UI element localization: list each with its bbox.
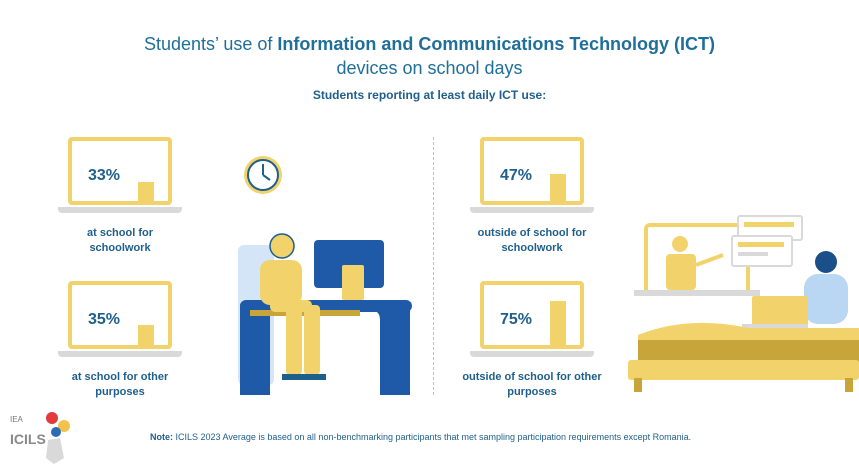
laptop-screen: 75%: [480, 281, 584, 349]
stat-1-caption: at school for schoolwork: [40, 226, 200, 256]
icils-logo: IEA ICILS: [10, 412, 70, 464]
stat-1-bar: [138, 182, 154, 201]
laptop-screen: 33%: [68, 137, 172, 205]
stat-2-caption-line2: purposes: [95, 386, 145, 398]
stat-1-caption-line2: schoolwork: [89, 242, 151, 254]
stat-4-caption: outside of school for other purposes: [442, 370, 622, 400]
stat-2-caption: at school for other purposes: [40, 370, 200, 400]
icils-logo-text: ICILS: [10, 431, 46, 447]
laptop-screen: 47%: [480, 137, 584, 205]
stat-2-caption-line1: at school for other: [71, 371, 169, 383]
title-bold: Information and Communications Technolog…: [277, 34, 716, 54]
title-prefix: Students’ use of: [143, 34, 278, 54]
stat-1-value: 33%: [88, 167, 121, 184]
laptop-base: [470, 351, 594, 357]
stat-3-bar: [550, 174, 566, 201]
stat-2-bar: [138, 325, 154, 345]
stat-4-value: 75%: [500, 311, 533, 328]
stat-4-bar: [550, 301, 566, 345]
title-line2: devices on school days: [336, 58, 523, 78]
section-divider: [433, 137, 434, 395]
footnote-text: ICILS 2023 Average is based on all non-b…: [173, 432, 692, 442]
laptop-base: [58, 351, 182, 357]
stat-3-value: 47%: [500, 167, 533, 184]
subtitle: Students reporting at least daily ICT us…: [312, 88, 547, 102]
laptop-base: [470, 207, 594, 213]
stat-3-caption: outside of school for schoolwork: [452, 226, 612, 256]
stat-3-caption-line1: outside of school for: [477, 227, 587, 239]
footnote-label: Note:: [150, 432, 173, 442]
laptop-base: [58, 207, 182, 213]
iea-logo-text: IEA: [10, 415, 24, 424]
laptop-screen: 35%: [68, 281, 172, 349]
stat-3-caption-line2: schoolwork: [501, 242, 563, 254]
stat-4-caption-line2: purposes: [507, 386, 557, 398]
stat-4-caption-line1: outside of school for other: [462, 371, 602, 383]
footnote: Note: ICILS 2023 Average is based on all…: [150, 432, 850, 442]
student-at-school-illustration: [238, 156, 412, 395]
student-at-home-illustration: [628, 215, 859, 392]
clock-icon: [244, 156, 282, 194]
page-title: Students’ use of Information and Communi…: [0, 32, 859, 80]
stat-2-value: 35%: [88, 311, 121, 328]
stat-1-caption-line1: at school for: [86, 227, 153, 239]
